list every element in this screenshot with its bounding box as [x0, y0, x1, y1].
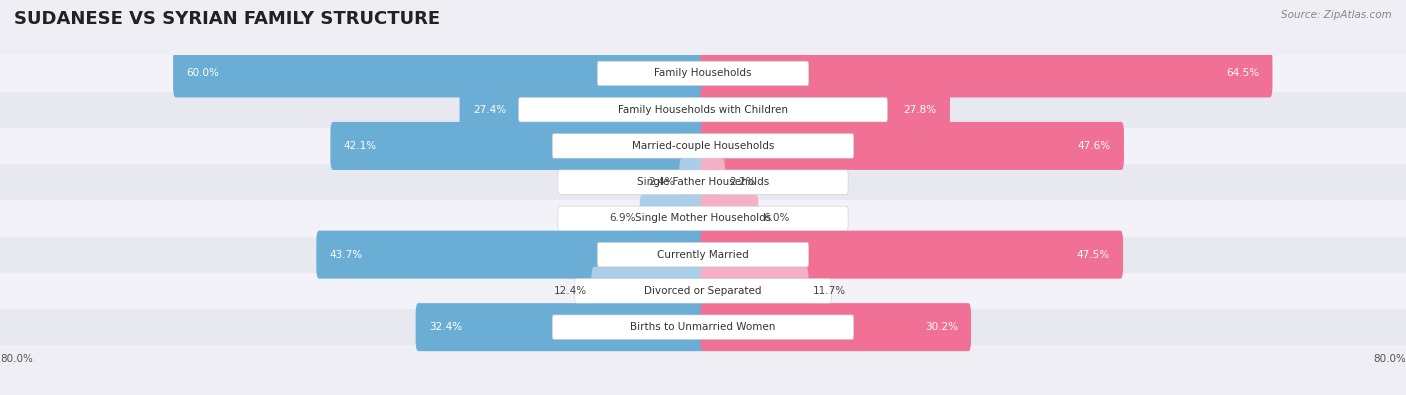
Text: Births to Unmarried Women: Births to Unmarried Women	[630, 322, 776, 332]
Text: Family Households: Family Households	[654, 68, 752, 79]
FancyBboxPatch shape	[0, 164, 1406, 200]
Text: 11.7%: 11.7%	[813, 286, 846, 296]
FancyBboxPatch shape	[316, 231, 706, 278]
FancyBboxPatch shape	[700, 267, 808, 315]
FancyBboxPatch shape	[700, 86, 950, 134]
Text: 60.0%: 60.0%	[187, 68, 219, 79]
FancyBboxPatch shape	[558, 170, 848, 194]
Text: Single Father Households: Single Father Households	[637, 177, 769, 187]
FancyBboxPatch shape	[0, 200, 1406, 237]
Text: Divorced or Separated: Divorced or Separated	[644, 286, 762, 296]
FancyBboxPatch shape	[553, 134, 853, 158]
Text: Family Households with Children: Family Households with Children	[619, 105, 787, 115]
FancyBboxPatch shape	[0, 309, 1406, 345]
Text: 2.4%: 2.4%	[648, 177, 675, 187]
FancyBboxPatch shape	[0, 237, 1406, 273]
FancyBboxPatch shape	[0, 92, 1406, 128]
Text: 27.8%: 27.8%	[904, 105, 936, 115]
Text: Married-couple Households: Married-couple Households	[631, 141, 775, 151]
Text: 32.4%: 32.4%	[429, 322, 463, 332]
FancyBboxPatch shape	[460, 86, 706, 134]
FancyBboxPatch shape	[575, 279, 831, 303]
FancyBboxPatch shape	[519, 98, 887, 122]
Text: 2.2%: 2.2%	[730, 177, 756, 187]
Text: 6.0%: 6.0%	[762, 213, 789, 224]
FancyBboxPatch shape	[700, 49, 1272, 98]
FancyBboxPatch shape	[330, 122, 706, 170]
Text: 42.1%: 42.1%	[343, 141, 377, 151]
FancyBboxPatch shape	[640, 194, 706, 243]
Text: Single Mother Households: Single Mother Households	[636, 213, 770, 224]
Text: 80.0%: 80.0%	[0, 354, 32, 364]
FancyBboxPatch shape	[0, 128, 1406, 164]
Text: 80.0%: 80.0%	[1374, 354, 1406, 364]
FancyBboxPatch shape	[679, 158, 706, 206]
FancyBboxPatch shape	[173, 49, 706, 98]
FancyBboxPatch shape	[0, 55, 1406, 92]
Text: 47.6%: 47.6%	[1077, 141, 1111, 151]
Text: 6.9%: 6.9%	[609, 213, 636, 224]
FancyBboxPatch shape	[416, 303, 706, 351]
FancyBboxPatch shape	[700, 122, 1123, 170]
Text: 43.7%: 43.7%	[329, 250, 363, 260]
FancyBboxPatch shape	[558, 206, 848, 231]
Text: 27.4%: 27.4%	[472, 105, 506, 115]
FancyBboxPatch shape	[700, 303, 972, 351]
FancyBboxPatch shape	[700, 231, 1123, 278]
FancyBboxPatch shape	[0, 273, 1406, 309]
Text: Source: ZipAtlas.com: Source: ZipAtlas.com	[1281, 10, 1392, 20]
FancyBboxPatch shape	[592, 267, 706, 315]
Text: 47.5%: 47.5%	[1077, 250, 1109, 260]
Text: 12.4%: 12.4%	[554, 286, 588, 296]
Text: 64.5%: 64.5%	[1226, 68, 1260, 79]
Text: Currently Married: Currently Married	[657, 250, 749, 260]
FancyBboxPatch shape	[700, 158, 725, 206]
Text: 30.2%: 30.2%	[925, 322, 957, 332]
Text: SUDANESE VS SYRIAN FAMILY STRUCTURE: SUDANESE VS SYRIAN FAMILY STRUCTURE	[14, 10, 440, 28]
FancyBboxPatch shape	[598, 61, 808, 86]
FancyBboxPatch shape	[553, 315, 853, 339]
FancyBboxPatch shape	[598, 243, 808, 267]
FancyBboxPatch shape	[700, 194, 758, 243]
